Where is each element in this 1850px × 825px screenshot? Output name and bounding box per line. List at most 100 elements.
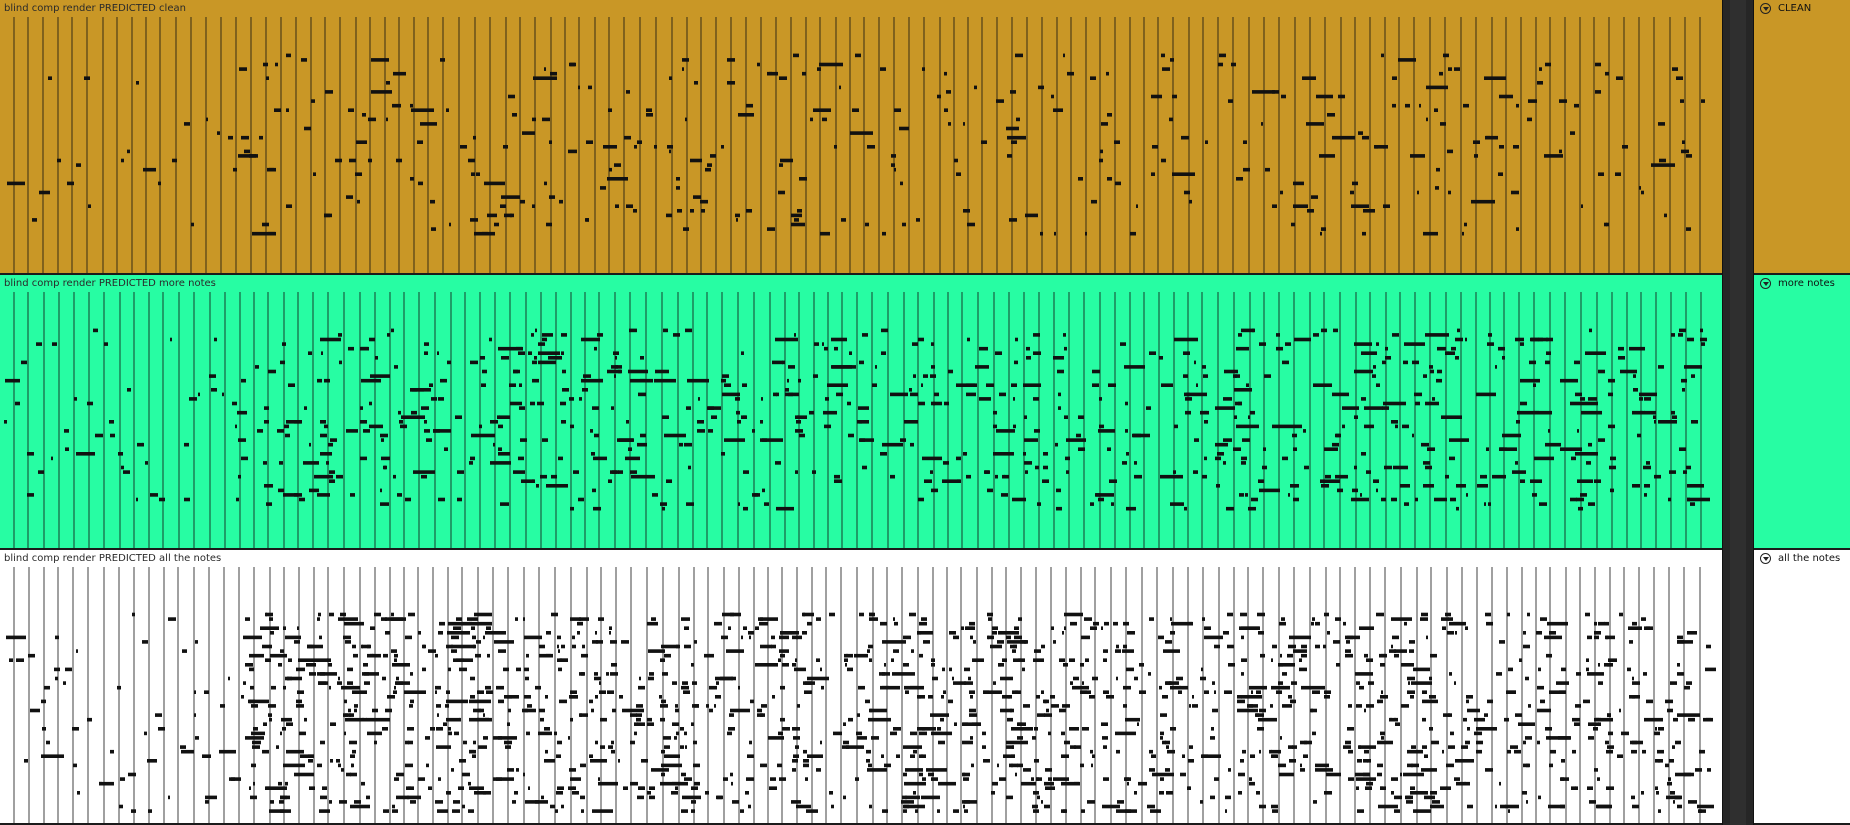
midi-note <box>1392 103 1396 108</box>
midi-note <box>1540 699 1545 704</box>
midi-note <box>473 708 481 713</box>
midi-note <box>490 420 498 424</box>
midi-note <box>1604 663 1611 667</box>
note-grid[interactable] <box>0 292 1722 548</box>
midi-note <box>916 218 920 222</box>
note-grid[interactable] <box>0 17 1722 273</box>
midi-note <box>1476 727 1497 731</box>
midi-note <box>355 172 362 176</box>
clip-title[interactable]: blind comp render PREDICTED clean <box>4 3 186 14</box>
midi-note <box>54 667 60 672</box>
midi-note <box>882 809 888 813</box>
midi-note <box>1484 76 1506 80</box>
midi-note <box>1429 695 1436 699</box>
midi-note <box>1413 809 1431 813</box>
note-grid[interactable] <box>0 567 1722 823</box>
midi-note <box>313 172 316 176</box>
midi-note <box>483 635 485 640</box>
midi-clip[interactable]: blind comp render PREDICTED all the note… <box>0 550 1722 825</box>
track-header[interactable]: CLEAN <box>1754 0 1850 275</box>
midi-note <box>1345 649 1351 653</box>
track-name[interactable]: more notes <box>1778 278 1835 289</box>
midi-note <box>825 397 829 401</box>
midi-note <box>647 791 651 795</box>
midi-note <box>952 676 954 681</box>
midi-note <box>1464 781 1470 786</box>
midi-note <box>1410 786 1415 790</box>
midi-note <box>1162 67 1170 71</box>
midi-note <box>1069 658 1075 662</box>
midi-note <box>1015 337 1018 342</box>
midi-note <box>1606 786 1614 790</box>
midi-note <box>1134 474 1142 479</box>
midi-note <box>1598 681 1603 685</box>
midi-note <box>793 754 799 758</box>
midi-note <box>438 497 445 502</box>
midi-note <box>1258 717 1277 722</box>
midi-note <box>609 631 611 635</box>
clip-title[interactable]: blind comp render PREDICTED more notes <box>4 278 216 289</box>
midi-note <box>1405 795 1411 800</box>
midi-note <box>1182 754 1185 758</box>
track-name[interactable]: CLEAN <box>1778 3 1812 14</box>
midi-clip[interactable]: blind comp render PREDICTED more notes <box>0 275 1722 550</box>
midi-note <box>683 227 689 231</box>
midi-note <box>1654 420 1656 424</box>
midi-note <box>407 727 414 731</box>
midi-note <box>1272 204 1277 208</box>
midi-note <box>909 612 916 617</box>
midi-note <box>539 653 551 658</box>
midi-note <box>1425 401 1439 406</box>
midi-clip[interactable]: blind comp render PREDICTED clean <box>0 0 1722 275</box>
track-name[interactable]: all the notes <box>1778 553 1841 564</box>
track-header[interactable]: all the notes <box>1754 550 1850 825</box>
midi-note <box>938 781 956 786</box>
fold-triangle-icon[interactable] <box>1760 553 1771 564</box>
midi-note <box>1699 749 1705 754</box>
midi-note <box>1179 685 1181 690</box>
midi-note <box>1546 337 1548 342</box>
midi-note <box>1462 231 1464 236</box>
track-gutter <box>1722 275 1754 550</box>
midi-note <box>479 424 482 429</box>
midi-note <box>762 438 783 442</box>
midi-note <box>666 213 672 218</box>
midi-note <box>625 456 640 461</box>
midi-note <box>205 795 217 800</box>
midi-note <box>570 506 574 511</box>
fold-triangle-icon[interactable] <box>1760 3 1771 14</box>
midi-note <box>791 800 794 804</box>
midi-note <box>296 667 305 672</box>
midi-note <box>890 731 897 736</box>
fold-triangle-icon[interactable] <box>1760 278 1771 289</box>
midi-note <box>1581 410 1602 415</box>
midi-note <box>663 736 671 740</box>
midi-note <box>392 663 410 667</box>
midi-note <box>817 67 821 71</box>
midi-note <box>1632 681 1640 685</box>
clip-title[interactable]: blind comp render PREDICTED all the note… <box>4 553 222 564</box>
midi-note <box>661 772 665 777</box>
midi-note <box>453 626 461 630</box>
midi-note <box>51 456 53 461</box>
midi-note <box>607 177 628 181</box>
midi-note <box>662 506 665 511</box>
midi-note <box>1436 378 1442 383</box>
midi-note <box>1165 640 1172 644</box>
midi-note <box>1045 786 1055 790</box>
midi-note <box>1640 410 1645 415</box>
midi-note <box>848 717 853 722</box>
midi-note <box>557 644 559 649</box>
midi-note <box>1301 644 1307 649</box>
track-header[interactable]: more notes <box>1754 275 1850 550</box>
midi-note <box>446 690 450 694</box>
midi-note <box>476 172 480 176</box>
midi-note <box>1423 374 1427 378</box>
midi-note <box>1658 365 1664 369</box>
midi-note <box>1137 722 1139 726</box>
midi-note <box>1043 699 1046 704</box>
midi-note <box>483 736 488 740</box>
midi-note <box>1411 763 1419 768</box>
midi-note <box>1586 667 1589 672</box>
midi-note <box>795 470 798 474</box>
